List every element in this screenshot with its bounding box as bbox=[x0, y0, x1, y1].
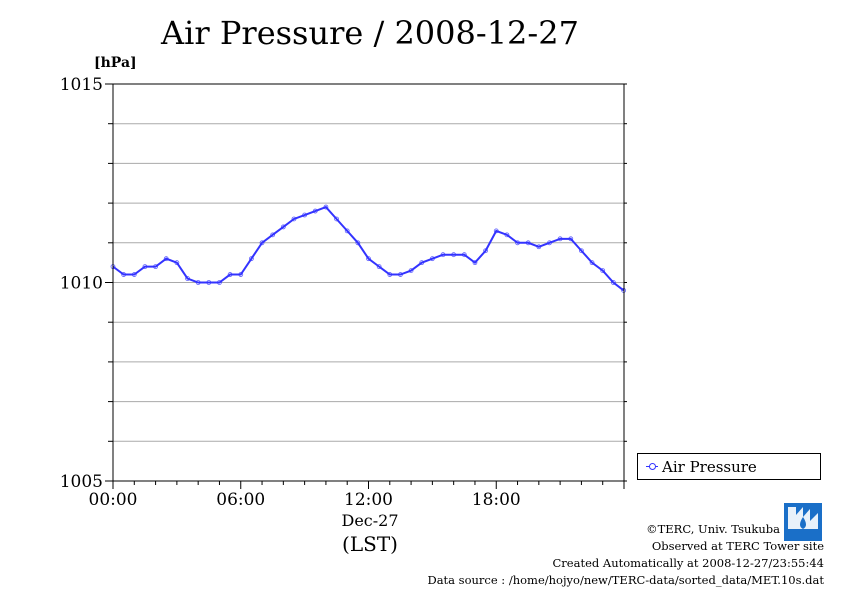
x-axis-date-label: Dec-27 bbox=[341, 511, 399, 530]
x-tick-label: 18:00 bbox=[472, 490, 521, 510]
terc-logo bbox=[784, 503, 822, 541]
y-axis-unit-label: [hPa] bbox=[94, 55, 137, 71]
data-point bbox=[302, 212, 308, 218]
data-point bbox=[398, 272, 403, 277]
data-point bbox=[291, 216, 297, 222]
data-point bbox=[131, 272, 137, 277]
data-point bbox=[461, 252, 467, 258]
grid-lines bbox=[113, 123, 624, 442]
legend-swatch-air-pressure bbox=[646, 463, 658, 470]
data-point bbox=[547, 240, 552, 246]
data-point bbox=[483, 248, 489, 254]
data-point bbox=[174, 260, 180, 266]
legend-label-air-pressure: Air Pressure bbox=[662, 457, 757, 476]
chart-legend: Air Pressure bbox=[637, 453, 821, 480]
y-tick-label: 1005 bbox=[60, 472, 103, 492]
data-point bbox=[451, 252, 457, 258]
data-point bbox=[579, 248, 584, 254]
credit-created: Created Automatically at 2008-12-27/23:5… bbox=[552, 556, 825, 570]
data-point bbox=[429, 256, 435, 262]
y-tick-label: 1010 bbox=[60, 274, 103, 294]
data-point bbox=[376, 264, 382, 270]
data-point bbox=[504, 232, 510, 238]
data-point bbox=[217, 280, 222, 285]
data-point bbox=[185, 276, 190, 281]
data-point bbox=[323, 204, 329, 210]
data-point bbox=[195, 280, 201, 285]
data-point bbox=[280, 224, 286, 230]
data-point bbox=[568, 236, 574, 242]
data-point bbox=[259, 240, 265, 246]
data-point bbox=[334, 216, 339, 222]
x-axis-timezone-label: (LST) bbox=[342, 532, 398, 556]
data-point bbox=[238, 272, 244, 277]
data-point bbox=[387, 272, 393, 277]
data-point bbox=[312, 208, 318, 214]
credit-data-source: Data source : /home/hojyo/new/TERC-data/… bbox=[427, 573, 824, 587]
data-point bbox=[270, 232, 276, 238]
x-tick-label: 12:00 bbox=[344, 490, 393, 510]
data-point bbox=[163, 256, 169, 262]
credit-copyright: ©TERC, Univ. Tsukuba bbox=[646, 522, 780, 536]
data-point bbox=[355, 240, 361, 246]
x-tick-label: 06:00 bbox=[216, 490, 265, 510]
data-point bbox=[493, 228, 499, 234]
data-point bbox=[557, 236, 563, 242]
data-point bbox=[600, 268, 606, 273]
data-point bbox=[440, 252, 446, 258]
data-point bbox=[142, 264, 148, 270]
data-point bbox=[206, 280, 212, 285]
chart-title: Air Pressure / 2008-12-27 bbox=[161, 14, 579, 52]
data-point bbox=[248, 256, 254, 262]
data-point bbox=[227, 272, 233, 277]
series-line bbox=[112, 205, 625, 292]
data-point bbox=[419, 260, 425, 266]
credit-observed: Observed at TERC Tower site bbox=[651, 539, 824, 553]
series-air-pressure bbox=[110, 204, 627, 293]
data-point bbox=[408, 268, 414, 273]
data-point bbox=[610, 280, 616, 285]
data-point bbox=[589, 260, 595, 266]
data-point bbox=[515, 240, 520, 246]
data-point bbox=[121, 272, 127, 277]
data-point bbox=[153, 264, 158, 270]
data-point bbox=[344, 228, 350, 234]
data-point bbox=[536, 244, 542, 250]
axis-tick-labels: 1005 1010 1015 00:00 06:00 12:00 18:00 bbox=[60, 75, 521, 510]
y-tick-label: 1015 bbox=[60, 75, 103, 95]
x-tick-label: 00:00 bbox=[89, 490, 138, 510]
data-point bbox=[366, 256, 371, 262]
data-point bbox=[472, 260, 478, 266]
axis-ticks bbox=[105, 83, 627, 489]
data-point bbox=[525, 240, 531, 246]
